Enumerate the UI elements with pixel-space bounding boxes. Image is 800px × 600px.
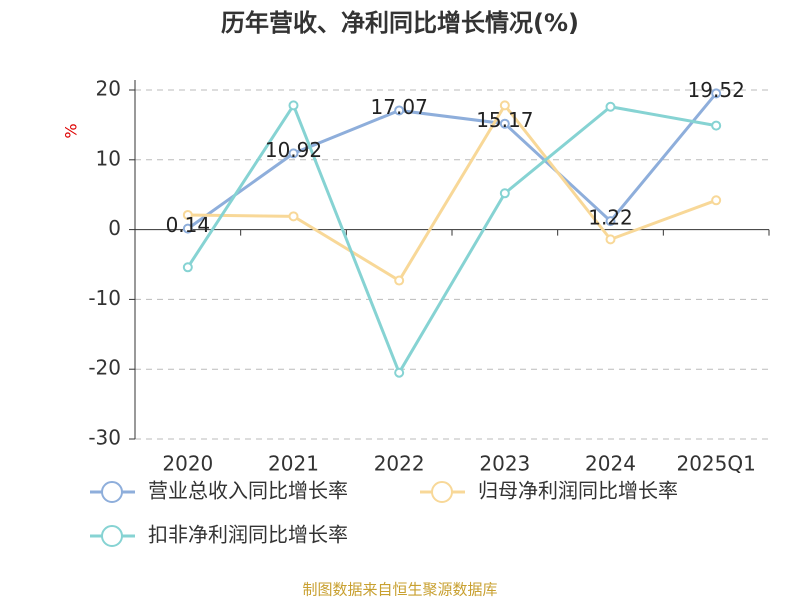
legend-marker xyxy=(101,481,123,503)
data-point xyxy=(288,148,299,159)
y-tick-label: -30 xyxy=(88,426,121,450)
y-tick-label: 0 xyxy=(108,216,121,240)
value-label: 17.07 xyxy=(371,95,428,119)
y-tick-label: -10 xyxy=(88,286,121,310)
value-label: 1.22 xyxy=(588,206,633,230)
x-tick-label: 2025Q1 xyxy=(676,452,755,476)
legend-label: 归母净利润同比增长率 xyxy=(478,479,678,503)
data-point xyxy=(182,209,193,220)
x-tick-label: 2023 xyxy=(479,452,530,476)
data-point xyxy=(499,118,510,129)
data-point xyxy=(288,100,299,111)
series-line xyxy=(186,102,717,377)
legend-label: 扣非净利润同比增长率 xyxy=(148,523,348,547)
x-tick-label: 2020 xyxy=(162,452,213,476)
x-tick-label: 2021 xyxy=(268,452,319,476)
data-point xyxy=(605,101,616,112)
data-point xyxy=(711,120,722,131)
y-tick-label: 10 xyxy=(96,146,121,170)
y-axis-label: % xyxy=(62,123,81,138)
legend-label: 营业总收入同比增长率 xyxy=(148,479,348,503)
legend-marker xyxy=(431,481,453,503)
value-label: 0.14 xyxy=(166,213,211,237)
x-tick-label: 2024 xyxy=(585,452,636,476)
data-point xyxy=(711,88,722,99)
data-point xyxy=(605,234,616,245)
y-tick-label: 20 xyxy=(96,77,121,101)
data-point xyxy=(394,275,405,286)
y-tick-label: -20 xyxy=(88,356,121,380)
data-point xyxy=(182,223,193,234)
data-point xyxy=(394,367,405,378)
data-point xyxy=(288,211,299,222)
data-point xyxy=(182,262,193,273)
x-tick-label: 2022 xyxy=(374,452,425,476)
value-label: 10.92 xyxy=(265,138,322,162)
data-point xyxy=(499,100,510,111)
data-point xyxy=(711,195,722,206)
value-label: 19.52 xyxy=(688,78,745,102)
series-line xyxy=(187,102,717,283)
data-point xyxy=(605,216,616,227)
data-point xyxy=(499,188,510,199)
source-note: 制图数据来自恒生聚源数据库 xyxy=(302,581,497,599)
data-point xyxy=(394,105,405,116)
series-line xyxy=(186,92,718,230)
value-label: 15.17 xyxy=(476,108,533,132)
legend-marker xyxy=(101,525,123,547)
chart-title: 历年营收、净利同比增长情况(%) xyxy=(221,9,579,37)
